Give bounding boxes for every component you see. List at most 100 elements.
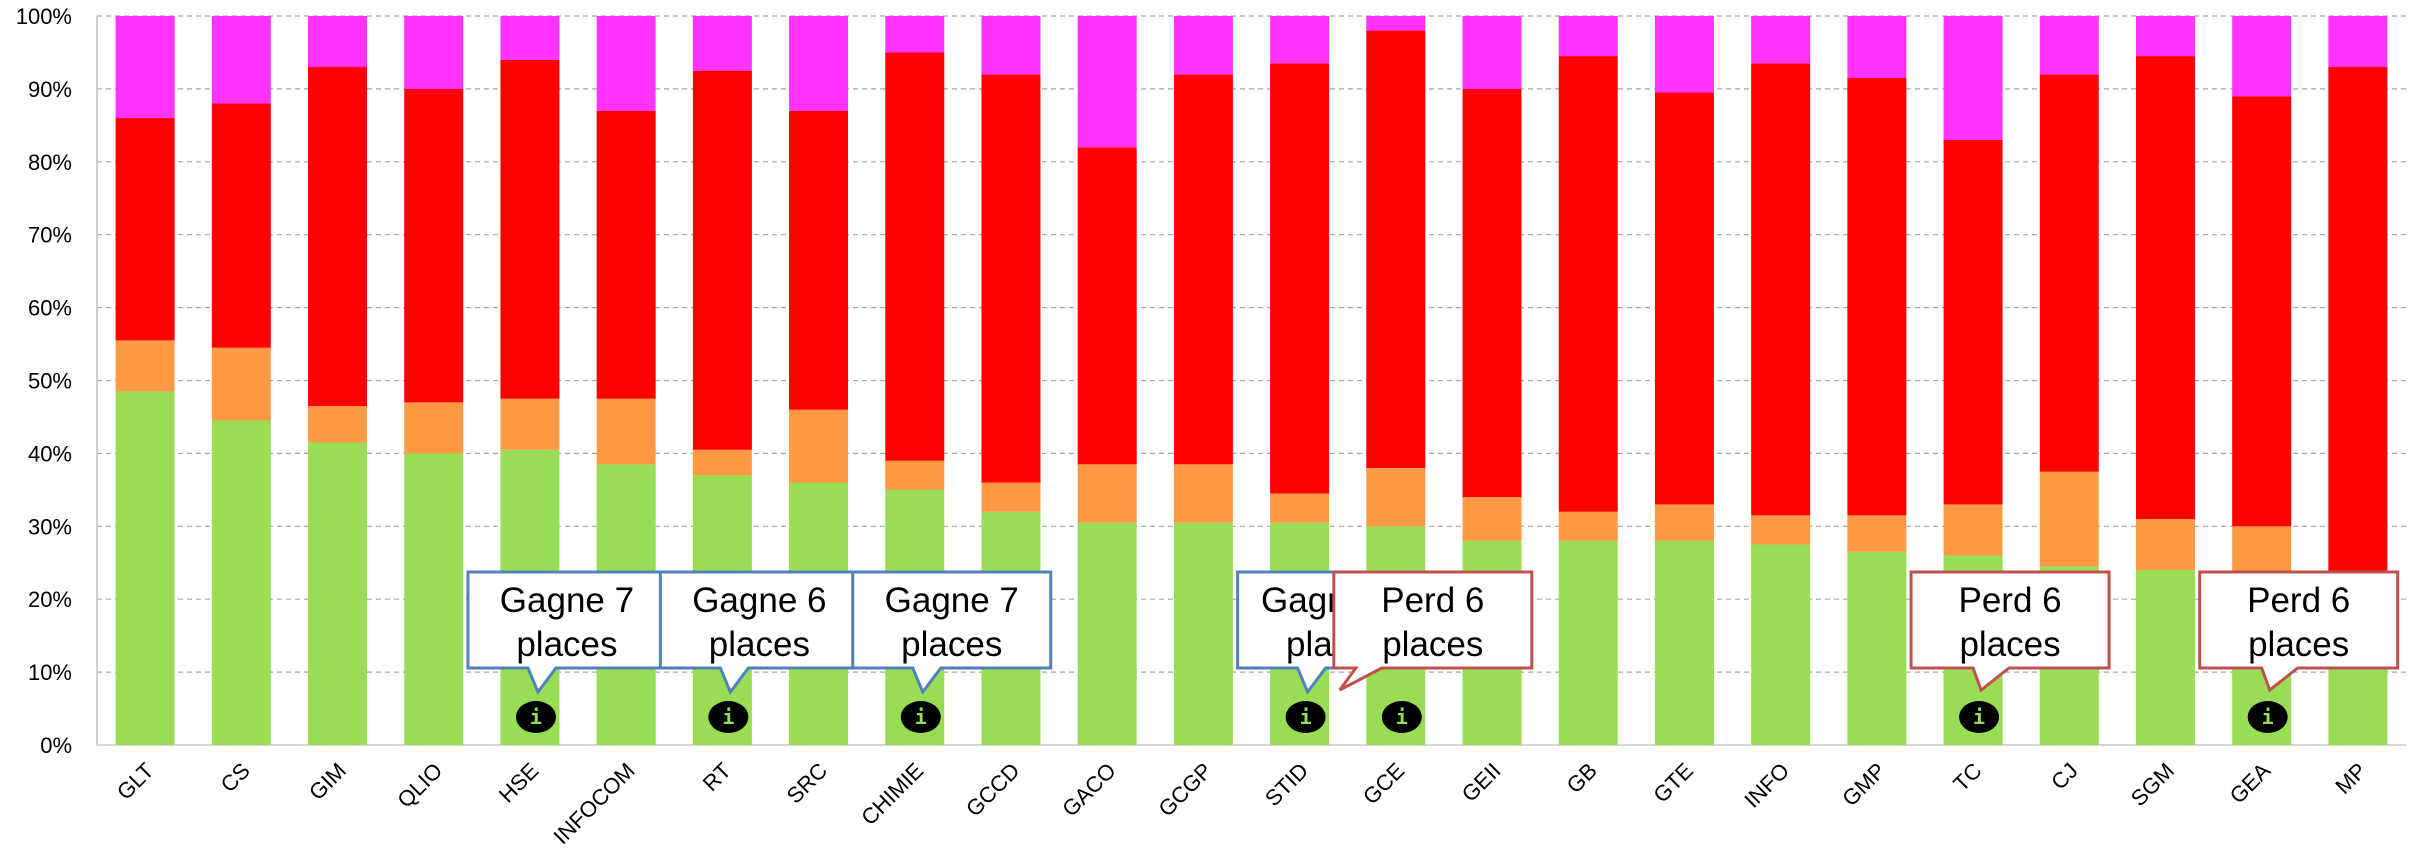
bar-segment-gte-2 xyxy=(1654,92,1714,505)
y-tick-label: 70% xyxy=(28,223,72,248)
bar-segment-rt-3 xyxy=(692,16,752,71)
bar-segment-hse-3 xyxy=(500,16,560,60)
bar-segment-tc-1 xyxy=(1943,504,2003,556)
bar-segment-info-2 xyxy=(1751,63,1811,516)
bar-segment-tc-3 xyxy=(1943,16,2003,140)
x-tick-label: GACO xyxy=(1057,758,1120,821)
callout-text-line1: Perd 6 xyxy=(1381,581,1484,620)
bar-segment-gmp-2 xyxy=(1847,77,1907,516)
bar-segment-geii-2 xyxy=(1462,88,1522,498)
bar-segment-gb-2 xyxy=(1558,56,1618,512)
callout-text-line1: Gagne 6 xyxy=(692,581,826,620)
gridlines xyxy=(96,15,2406,746)
bar-segment-gcgp-0 xyxy=(1173,522,1233,745)
bar-segment-cs-3 xyxy=(211,16,271,104)
bar-segment-gcgp-1 xyxy=(1173,464,1233,523)
y-tick-label: 10% xyxy=(28,660,72,685)
bar-segment-rt-2 xyxy=(692,70,752,450)
bar-segment-gea-2 xyxy=(2232,96,2292,527)
callout-text-line2: places xyxy=(901,625,1002,664)
bar-segment-rt-1 xyxy=(692,449,752,476)
bar-segment-tc-2 xyxy=(1943,139,2003,505)
x-tick-label: GCGP xyxy=(1153,758,1216,821)
y-tick-label: 90% xyxy=(28,77,72,102)
bar-segment-info-1 xyxy=(1751,515,1811,545)
bar-segment-glt-2 xyxy=(115,118,175,341)
info-icon xyxy=(1381,701,1422,733)
x-tick-label: RT xyxy=(698,758,736,796)
bar-segment-gte-1 xyxy=(1654,504,1714,541)
x-tick-label: STID xyxy=(1260,758,1313,811)
bar-segment-gaco-1 xyxy=(1077,464,1137,523)
info-icon-glyph: i xyxy=(530,705,542,729)
callout-text-line1: Gagne 7 xyxy=(885,581,1019,620)
bar-stacks xyxy=(115,16,2388,745)
bar-segment-gte-0 xyxy=(1654,540,1714,745)
bar-segment-gce-3 xyxy=(1366,16,1426,31)
bar-segment-src-2 xyxy=(789,110,849,410)
bar-segment-gccd-2 xyxy=(981,74,1041,483)
callout-text-line2: places xyxy=(516,625,617,664)
bar-segment-sgm-1 xyxy=(2135,519,2195,571)
info-icon xyxy=(2247,701,2288,733)
x-tick-label: CJ xyxy=(2046,758,2083,795)
y-tick-label: 80% xyxy=(28,150,72,175)
callout-text-line2: places xyxy=(1959,625,2060,664)
x-tick-label: GLT xyxy=(112,758,159,805)
bar-segment-src-1 xyxy=(789,409,849,483)
bar-segment-cs-2 xyxy=(211,103,271,348)
y-tick-label: 20% xyxy=(28,587,72,612)
bar-segment-stid-3 xyxy=(1270,16,1330,64)
info-icon xyxy=(1959,701,2000,733)
y-tick-label: 50% xyxy=(28,369,72,394)
x-tick-label: GEA xyxy=(2225,758,2276,809)
bar-segment-info-3 xyxy=(1751,16,1811,64)
bar-segment-infocom-2 xyxy=(596,110,656,399)
bar-segment-info-0 xyxy=(1751,544,1811,745)
info-icon xyxy=(1285,701,1326,733)
bar-segment-sgm-0 xyxy=(2135,570,2195,745)
info-icon-glyph: i xyxy=(2262,705,2274,729)
bar-segment-chimie-1 xyxy=(885,460,945,490)
bar-segment-glt-1 xyxy=(115,340,175,392)
bar-segment-cj-3 xyxy=(2039,16,2099,75)
x-tick-label: GB xyxy=(1562,758,1602,798)
bar-segment-gccd-1 xyxy=(981,482,1041,512)
info-icon-glyph: i xyxy=(1300,705,1312,729)
x-tick-label: GCE xyxy=(1358,758,1409,809)
callout-text-line1: Perd 6 xyxy=(1959,581,2062,620)
info-icon-glyph: i xyxy=(722,705,734,729)
bar-segment-sgm-3 xyxy=(2135,16,2195,57)
bar-segment-chimie-2 xyxy=(885,52,945,461)
bar-segment-geii-1 xyxy=(1462,497,1522,541)
bar-segment-hse-2 xyxy=(500,59,560,399)
x-tick-label: GEII xyxy=(1457,758,1506,807)
bar-segment-gb-3 xyxy=(1558,16,1618,57)
bar-segment-gmp-1 xyxy=(1847,515,1907,552)
bar-segment-gaco-3 xyxy=(1077,16,1137,148)
bar-segment-gea-3 xyxy=(2232,16,2292,97)
callout-text-line2: places xyxy=(709,625,810,664)
info-icon-glyph: i xyxy=(1973,705,1985,729)
callout-loss-box xyxy=(1909,570,2111,693)
bar-segment-geii-3 xyxy=(1462,16,1522,89)
info-icon xyxy=(515,701,556,733)
bar-segment-gaco-2 xyxy=(1077,147,1137,465)
callout-text-line1: Gagne 7 xyxy=(500,581,634,620)
info-icon xyxy=(708,701,749,733)
bar-segment-gb-0 xyxy=(1558,540,1618,745)
info-icon xyxy=(900,701,941,733)
bar-segment-qlio-3 xyxy=(404,16,464,89)
bar-segment-src-3 xyxy=(789,16,849,111)
bar-segment-stid-1 xyxy=(1270,493,1330,523)
bar-segment-chimie-3 xyxy=(885,16,945,53)
bar-segment-gim-1 xyxy=(308,406,368,443)
x-tick-label: GTE xyxy=(1648,758,1698,808)
x-tick-label: GCCD xyxy=(961,758,1024,821)
y-axis: 0% 10% 20% 30% 40% 50% 60% 70% 80% 90% 100% xyxy=(16,4,72,758)
bar-segment-gcgp-2 xyxy=(1173,74,1233,465)
bar-segment-glt-3 xyxy=(115,16,175,119)
callout-loss-box xyxy=(1332,570,1534,692)
bar-segment-gmp-0 xyxy=(1847,551,1907,745)
